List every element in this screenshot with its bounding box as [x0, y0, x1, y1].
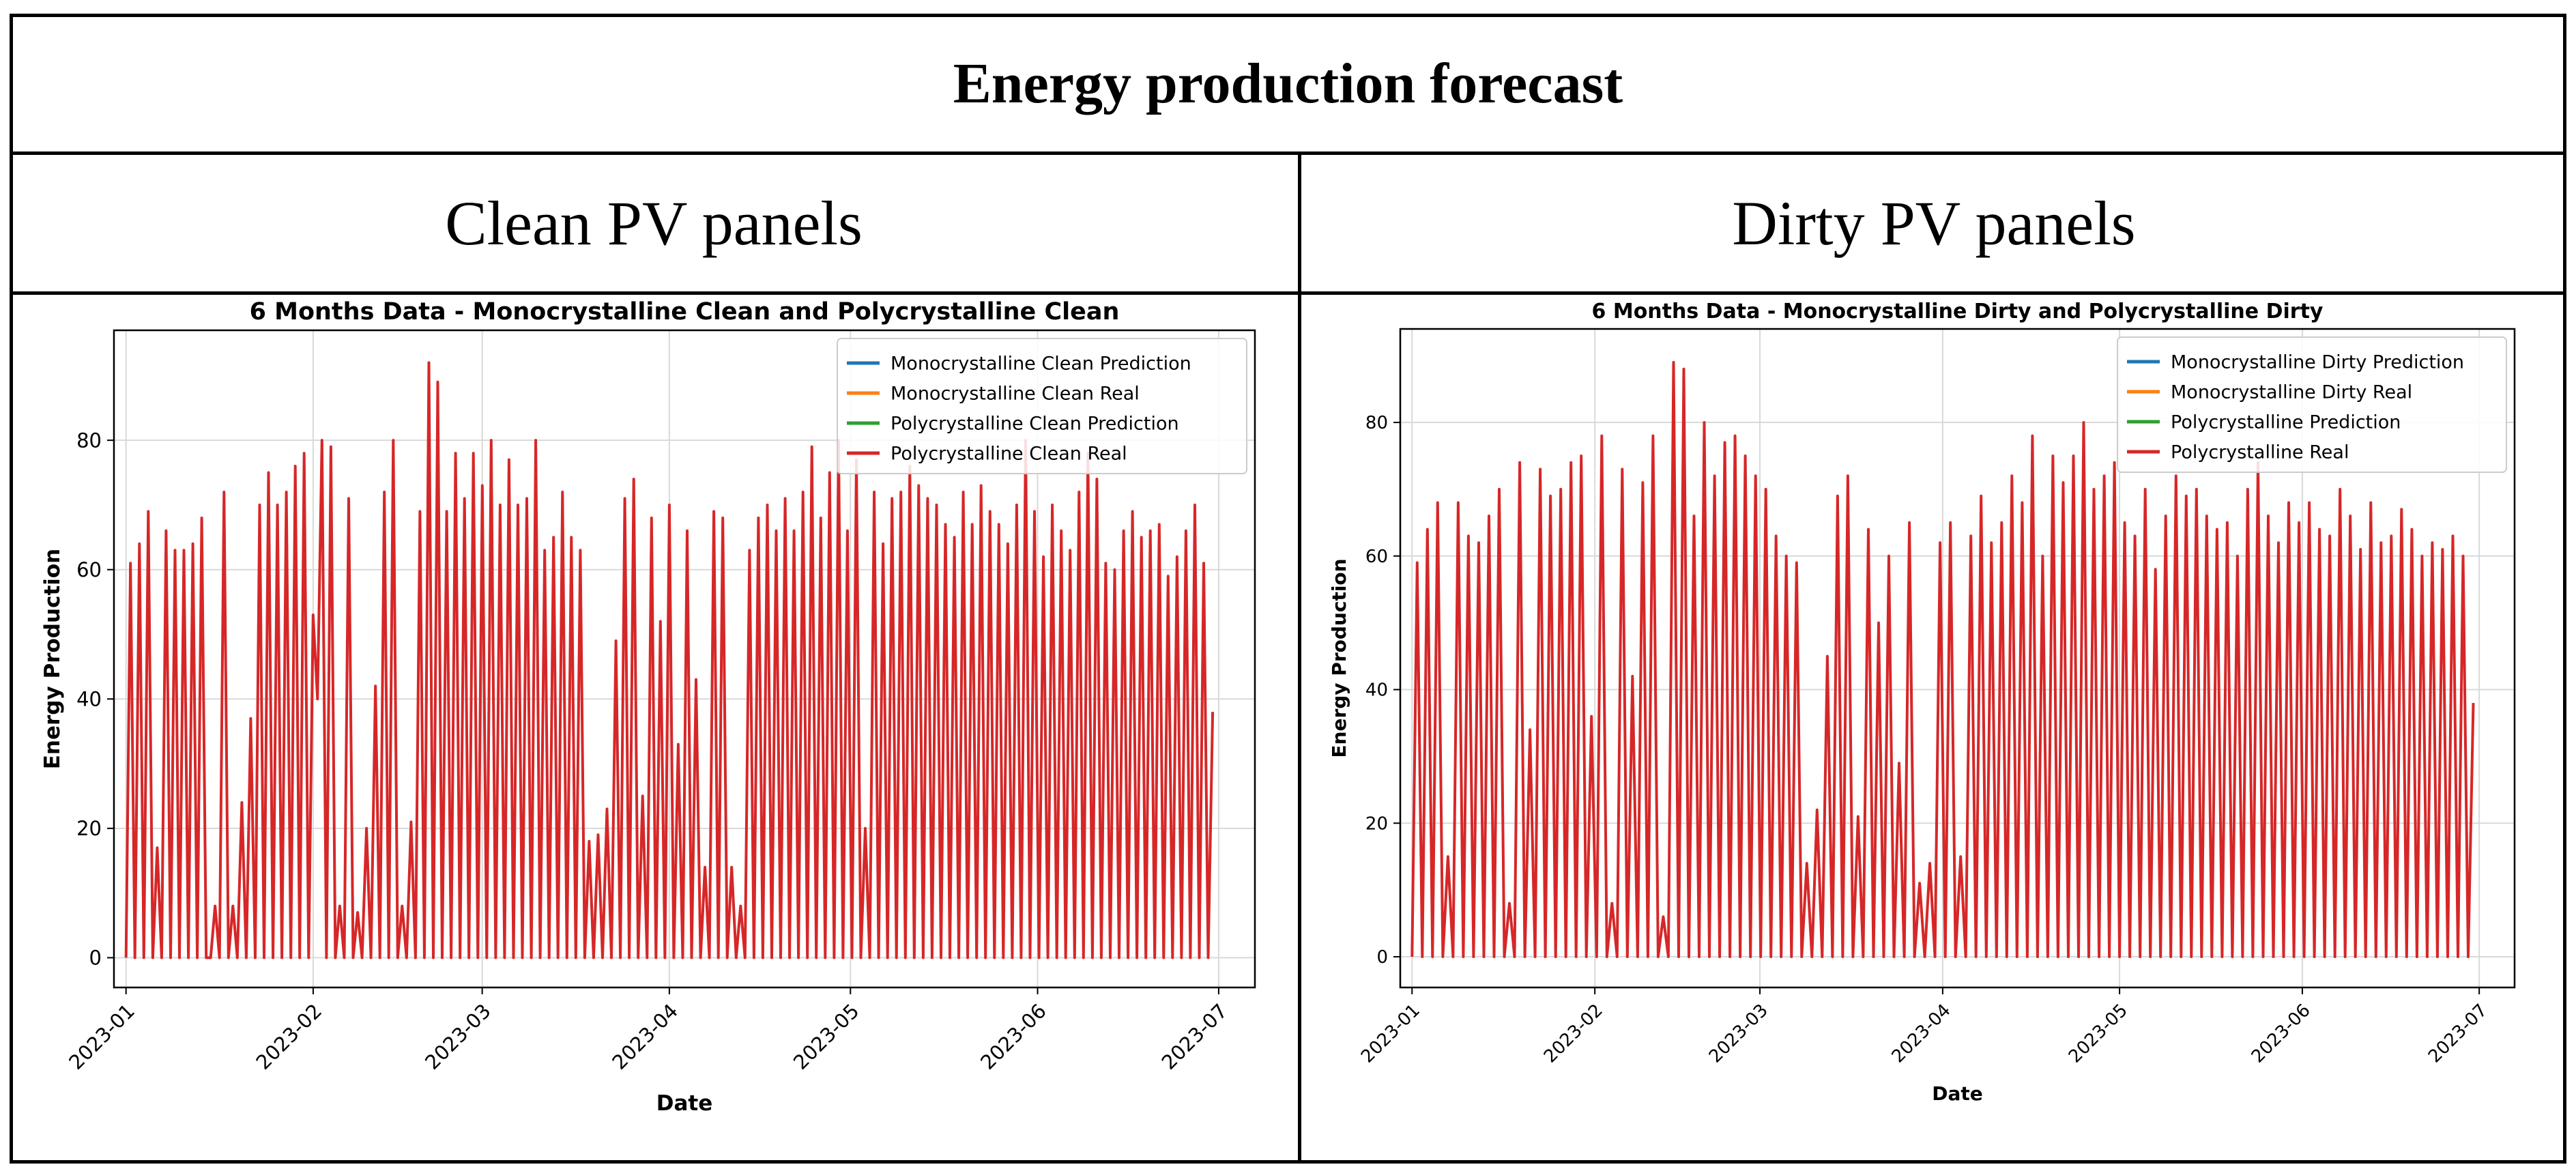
x-tick-label: 2023-02: [1540, 1000, 1607, 1067]
x-tick-label: 2023-01: [1357, 1000, 1424, 1067]
page-title: Energy production forecast: [953, 52, 1623, 115]
y-tick-label: 80: [1365, 413, 1388, 433]
legend-entry: Monocrystalline Dirty Prediction: [2171, 351, 2464, 373]
y-tick-label: 40: [1365, 680, 1388, 701]
outer-frame: [10, 14, 2566, 1164]
x-tick-label: 2023-07: [1157, 999, 1232, 1074]
x-tick-label: 2023-07: [2425, 1000, 2491, 1067]
divider-vertical: [1298, 151, 1301, 1164]
plot-frame: [113, 329, 1256, 989]
x-tick-label: 2023-05: [789, 999, 864, 1074]
y-tick-label: 0: [1376, 947, 1388, 968]
legend-entry: Monocrystalline Clean Prediction: [891, 353, 1191, 374]
legend-entry: Polycrystalline Clean Real: [891, 443, 1127, 464]
chart-title: 6 Months Data - Monocrystalline Dirty an…: [1592, 300, 2324, 323]
divider-columns: [10, 291, 2566, 295]
y-axis-label: Energy Production: [40, 549, 65, 770]
y-tick-label: 60: [76, 558, 102, 581]
y-tick-label: 80: [76, 429, 102, 452]
legend: Monocrystalline Clean Prediction Monocrys…: [837, 338, 1247, 474]
x-axis-label: Date: [1932, 1082, 1983, 1105]
y-tick-label: 60: [1365, 547, 1388, 567]
x-tick-label: 2023-04: [607, 999, 682, 1074]
legend-entry: Polycrystalline Real: [2171, 442, 2349, 463]
dirty-panels-chart: 6 Months Data - Monocrystalline Dirty an…: [1328, 300, 2516, 1105]
y-tick-label: 0: [89, 947, 102, 970]
y-tick-label: 20: [76, 817, 102, 840]
x-tick-label: 2023-01: [64, 999, 139, 1074]
legend-entry: Monocrystalline Clean Real: [891, 383, 1140, 404]
x-tick-label: 2023-02: [252, 999, 327, 1074]
x-axis-label: Date: [656, 1091, 713, 1116]
x-tick-label: 2023-06: [976, 999, 1051, 1074]
x-tick-label: 2023-05: [2065, 1000, 2132, 1067]
series-line-3: [1410, 360, 2475, 958]
clean-panels-chart: 6 Months Data - Monocrystalline Clean an…: [40, 298, 1256, 1116]
x-tick-label: 2023-03: [420, 999, 495, 1074]
legend-box: [2117, 336, 2507, 473]
legend-entry: Monocrystalline Dirty Real: [2171, 381, 2412, 403]
column-header-clean: Clean PV panels: [445, 188, 863, 258]
series-line-3: [124, 361, 1215, 959]
x-tick-label: 2023-04: [1888, 1000, 1955, 1067]
x-tick-label: 2023-06: [2248, 1000, 2315, 1067]
x-tick-label: 2023-03: [1705, 1000, 1772, 1067]
y-tick-label: 20: [1365, 813, 1388, 834]
divider-header: [10, 151, 2566, 155]
plot-frame: [1399, 328, 2516, 989]
legend: Monocrystalline Dirty Prediction Monocrys…: [2117, 336, 2507, 473]
column-header-dirty: Dirty PV panels: [1732, 188, 2136, 258]
y-tick-label: 40: [76, 687, 102, 710]
legend-entry: Polycrystalline Prediction: [2171, 412, 2401, 433]
legend-box: [837, 338, 1247, 474]
legend-entry: Polycrystalline Clean Prediction: [891, 413, 1179, 434]
chart-title: 6 Months Data - Monocrystalline Clean an…: [250, 298, 1120, 326]
y-axis-label: Energy Production: [1328, 558, 1350, 757]
